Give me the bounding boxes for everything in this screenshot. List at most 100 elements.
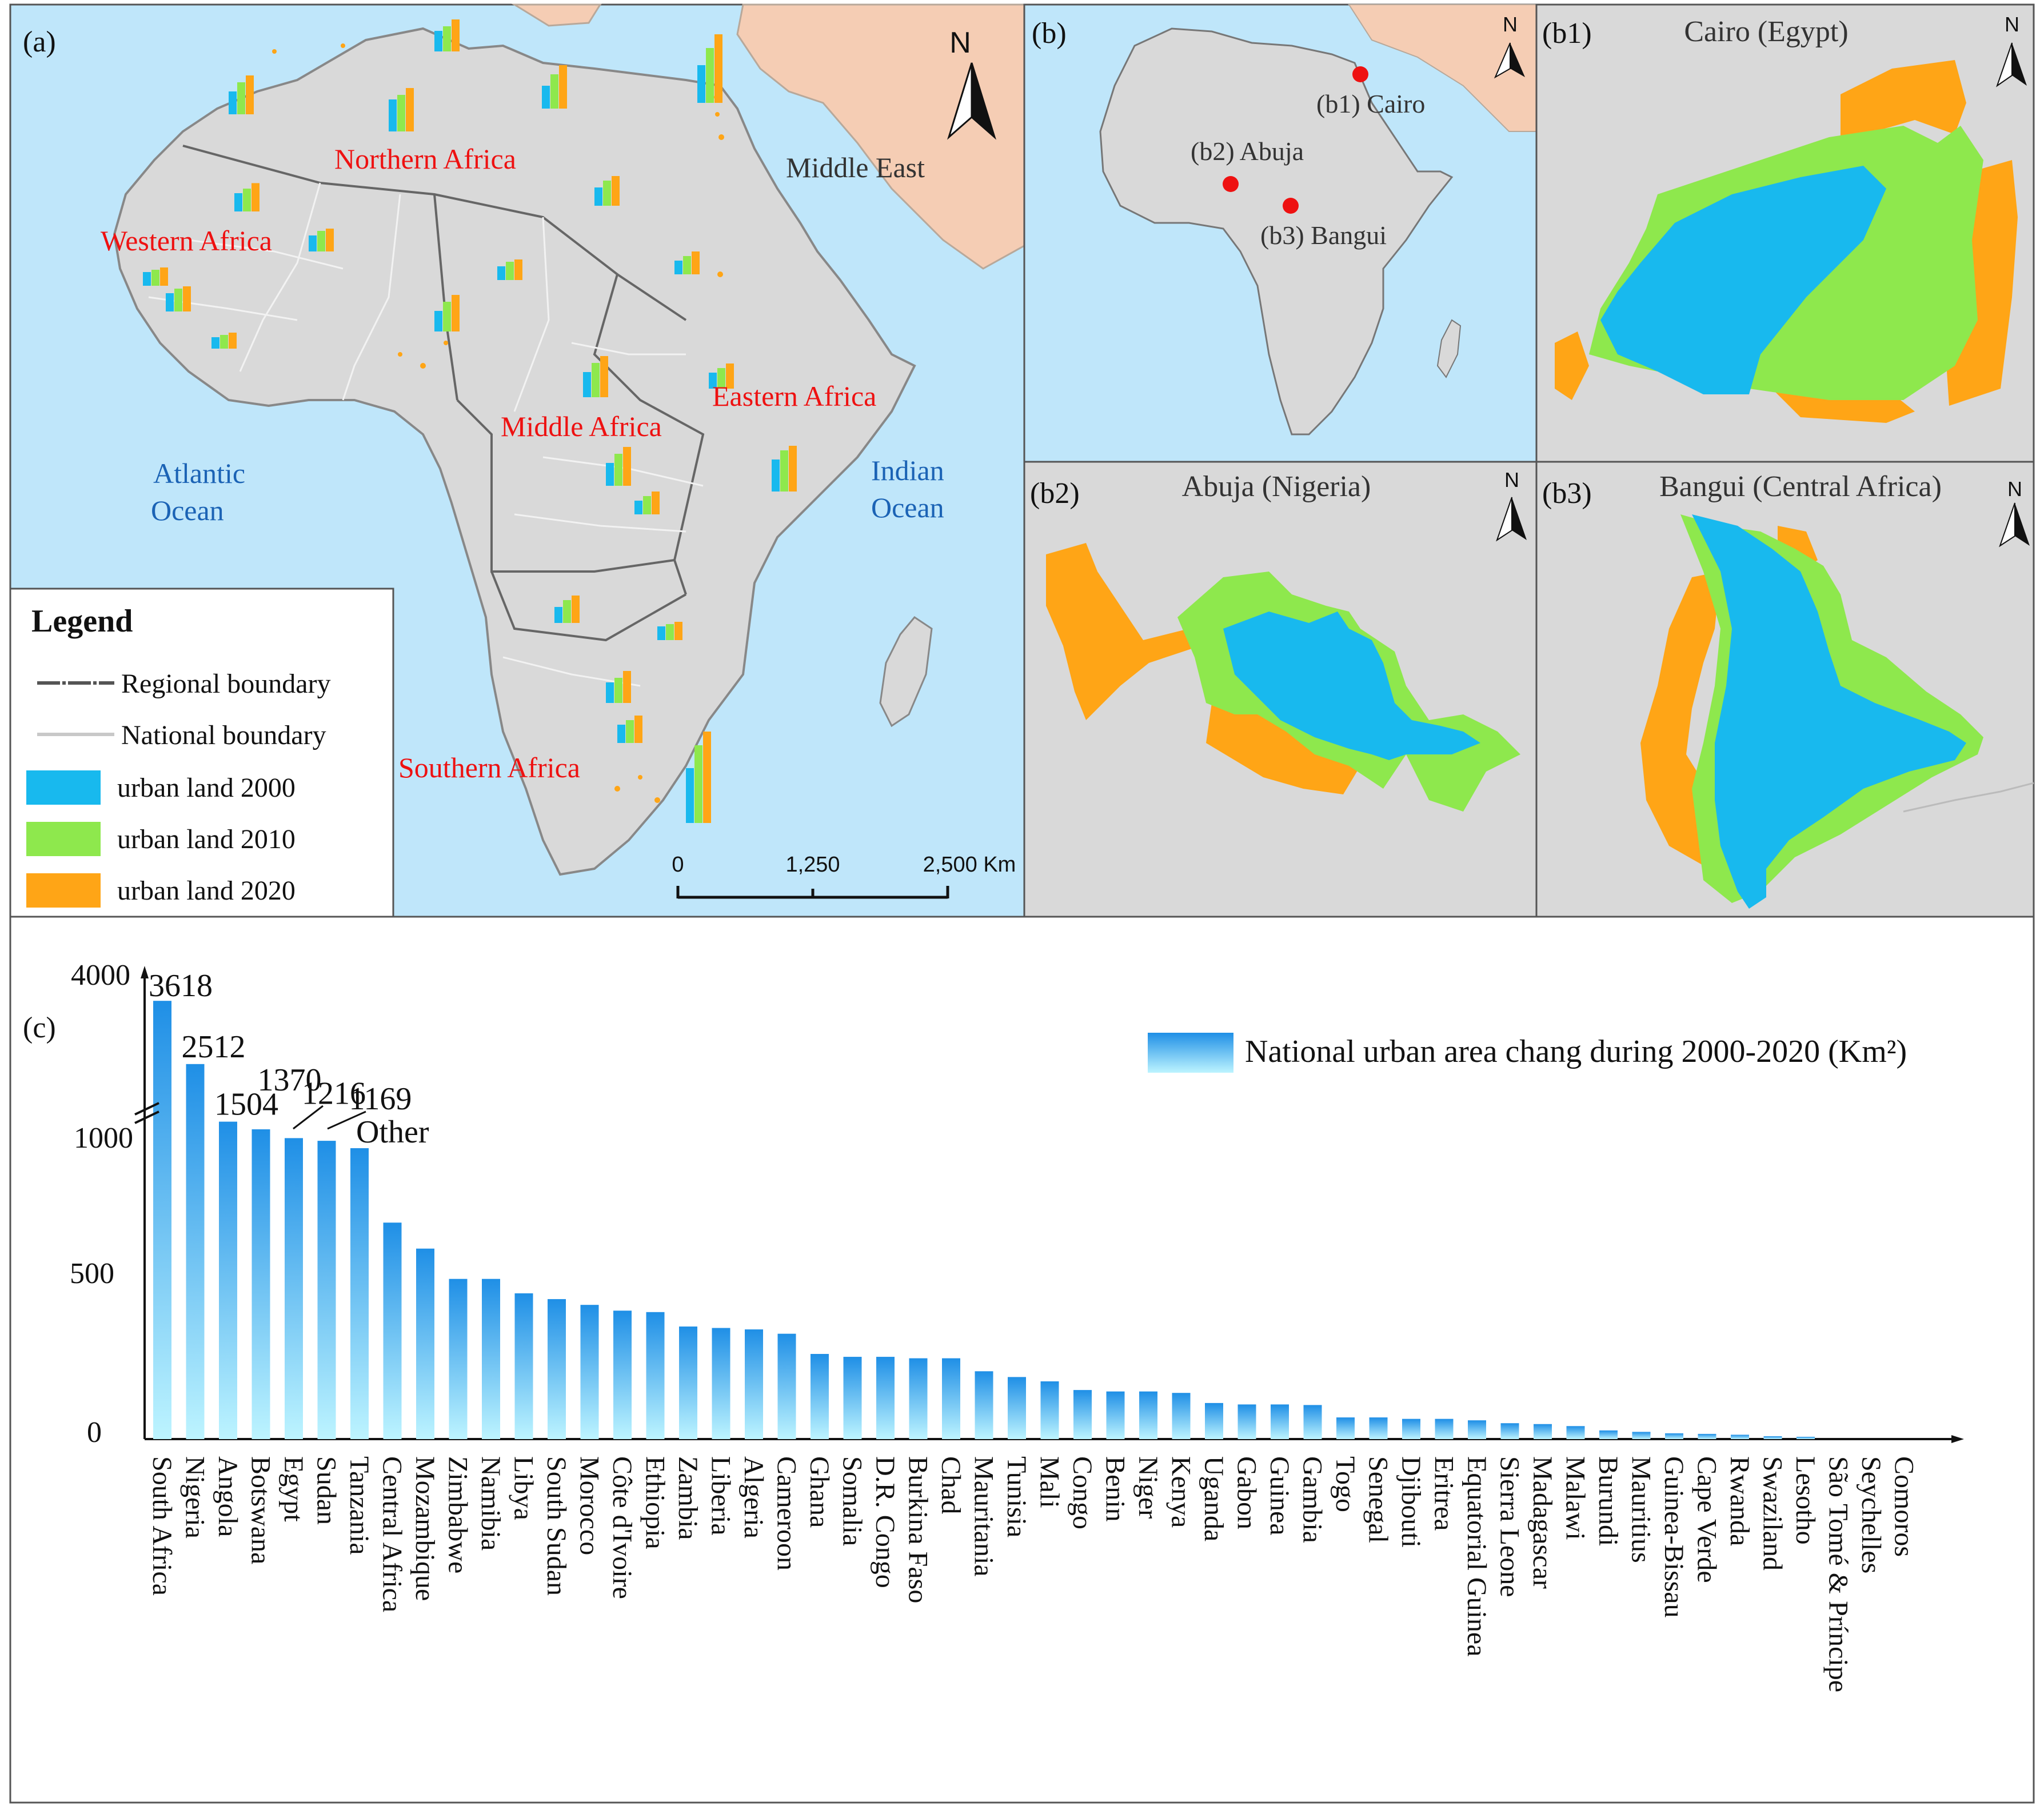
x-tick-label: Sierra Leone <box>1495 1456 1525 1597</box>
chart-legend-label: National urban area chang during 2000-20… <box>1245 1034 1907 1069</box>
x-tick-label: Seychelles <box>1856 1456 1886 1573</box>
svg-text:0: 0 <box>672 853 684 877</box>
bar-data-label: 2512 <box>182 1029 246 1065</box>
x-tick-label: Chad <box>936 1456 966 1514</box>
x-tick-label: Guinea <box>1264 1456 1295 1536</box>
bar-data-label: 1169 <box>349 1081 412 1117</box>
bar-sierra-leone <box>1500 1423 1519 1439</box>
y-tick-500: 500 <box>70 1257 114 1290</box>
x-tick-label: Somalia <box>837 1456 868 1546</box>
bar-zimbabwe <box>449 1278 468 1439</box>
atlantic-label-2: Ocean <box>151 494 224 526</box>
x-tick-label: Central Africa <box>377 1456 408 1612</box>
x-tick-label: Malawi <box>1560 1456 1591 1540</box>
bar-gambia <box>1303 1405 1322 1439</box>
city-dot-abuja[interactable] <box>1223 176 1239 192</box>
svg-text:2,500 Km: 2,500 Km <box>923 853 1016 877</box>
mini-bar <box>143 272 151 286</box>
x-tick-label: Mozambique <box>410 1456 440 1601</box>
x-tick-label: Angola <box>213 1456 243 1537</box>
mini-bar <box>634 501 642 514</box>
region-label-western: Western Africa <box>101 225 272 257</box>
panel-a: Northern Africa Western Africa Middle Af… <box>9 3 1025 918</box>
bar-swaziland <box>1763 1436 1782 1439</box>
x-tick-label: Côte d'Ivoire <box>607 1456 637 1599</box>
region-label-northern: Northern Africa <box>334 143 516 175</box>
x-tick-label: Guinea-Bissau <box>1659 1456 1689 1618</box>
mini-bar <box>246 75 254 114</box>
bar-uganda <box>1205 1403 1223 1439</box>
panel-b2-title: Abuja (Nigeria) <box>1182 470 1371 503</box>
x-tick-label: Uganda <box>1199 1456 1229 1541</box>
bar-mauritius <box>1632 1432 1651 1439</box>
north-arrow-b: N <box>1494 13 1525 79</box>
mini-bar <box>174 289 182 311</box>
x-tick-label: Morocco <box>574 1456 605 1555</box>
indian-label-1: Indian <box>871 454 944 486</box>
bar-benin <box>1106 1391 1125 1439</box>
bar-central-africa <box>383 1222 402 1439</box>
mini-bar <box>497 266 505 280</box>
mini-bar <box>309 235 317 251</box>
mini-bar <box>389 99 397 131</box>
bar-tunisia <box>1008 1377 1026 1439</box>
panel-a-label: (a) <box>23 26 56 58</box>
mini-bar <box>443 26 451 51</box>
city-dot-cairo[interactable] <box>1352 66 1368 82</box>
mini-bar <box>563 600 571 623</box>
label-pointers <box>293 1105 366 1130</box>
x-tick-label: Burkina Faso <box>903 1456 933 1603</box>
x-tick-label: South Sudan <box>541 1456 572 1596</box>
mini-bar <box>614 678 622 703</box>
bar-d-r-congo <box>876 1357 895 1439</box>
mini-bar <box>443 302 451 331</box>
x-tick-label: Madagascar <box>1527 1456 1558 1589</box>
city-dot-bangui[interactable] <box>1283 198 1299 214</box>
bar-botswana <box>251 1129 270 1439</box>
mini-bar <box>780 450 788 492</box>
panel-b2-label: (b2) <box>1030 477 1080 510</box>
x-tick-label: South Africa <box>147 1456 177 1596</box>
bar-data-label: 3618 <box>149 968 213 1004</box>
mini-bar <box>572 596 580 623</box>
x-tick-label: Cape Verde <box>1692 1456 1722 1583</box>
indian-label-2: Ocean <box>871 492 944 524</box>
x-tick-label: Equatorial Guinea <box>1462 1456 1492 1657</box>
bar-cape-verde <box>1698 1433 1716 1439</box>
x-tick-label: Cameroon <box>772 1456 802 1571</box>
mini-bar <box>683 256 691 274</box>
x-tick-label: Kenya <box>1166 1456 1196 1528</box>
bar-zambia <box>679 1326 697 1439</box>
bar-malawi <box>1566 1426 1585 1439</box>
mini-bar <box>694 745 702 823</box>
mini-bar <box>554 607 562 623</box>
panel-b3: (b3) Bangui (Central Africa) N <box>1535 461 2035 918</box>
bar-data-label: Other <box>356 1114 429 1150</box>
madagascar-land <box>879 616 933 728</box>
bar-guinea <box>1271 1404 1289 1439</box>
x-tick-label: Mauritius <box>1626 1456 1656 1563</box>
city-label-bangui: (b3) Bangui <box>1260 221 1387 250</box>
bar-chad <box>942 1358 960 1439</box>
bar-south-sudan <box>548 1299 566 1439</box>
mini-bar <box>237 82 245 114</box>
x-tick-label: Liberia <box>706 1456 736 1536</box>
mini-bar <box>397 95 405 131</box>
x-tick-label: Tunisia <box>1001 1456 1032 1537</box>
x-tick-label: Ghana <box>804 1456 835 1528</box>
mini-bar <box>634 716 642 743</box>
x-tick-label: Congo <box>1067 1456 1097 1529</box>
bar-equatorial-guinea <box>1468 1420 1486 1439</box>
region-label-eastern: Eastern Africa <box>712 380 876 412</box>
x-tick-label: Nigeria <box>180 1456 210 1539</box>
panel-c-label: (c) <box>23 1012 56 1044</box>
mini-bar <box>229 91 237 114</box>
x-tick-label: Mauritania <box>969 1456 999 1577</box>
mini-bar <box>686 768 694 823</box>
x-tick-label: Gabon <box>1232 1456 1262 1529</box>
x-tick-label: Tanzania <box>344 1456 374 1555</box>
bar-angola <box>219 1121 237 1439</box>
bar-libya <box>514 1293 533 1439</box>
